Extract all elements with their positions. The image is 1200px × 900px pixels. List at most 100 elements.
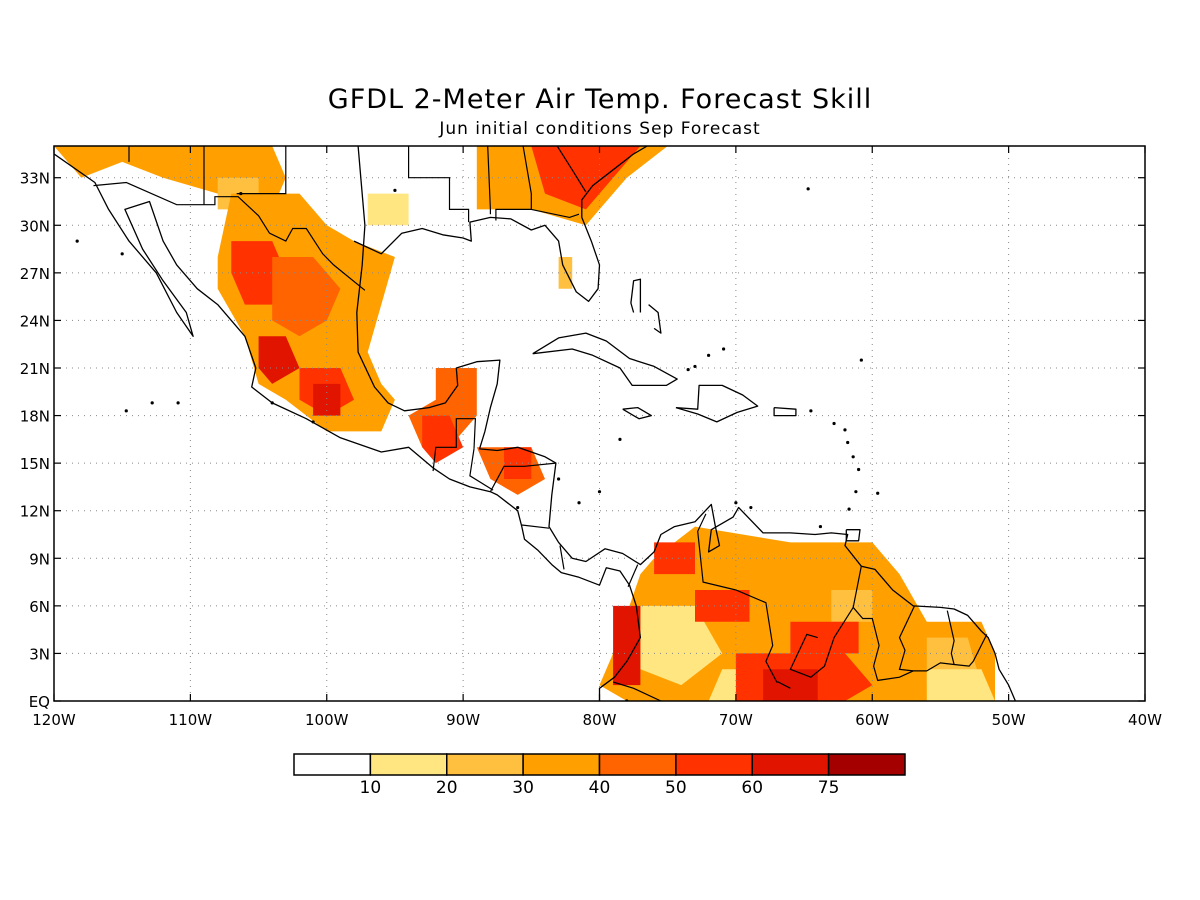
colorbar: 10 20 30 40 50 60 75 xyxy=(293,753,906,798)
latitude-axis: 33N 30N 27N 24N 21N 18N 15N 12N 9N 6N 3N EQ xyxy=(20,170,1145,711)
border-line xyxy=(612,681,664,701)
small-island xyxy=(809,409,813,413)
lat-tick-label: 15N xyxy=(20,455,50,473)
small-island xyxy=(818,524,823,529)
colorbar-label: 10 xyxy=(360,778,382,798)
colorbar-swatch xyxy=(446,753,524,776)
small-island xyxy=(124,409,128,413)
small-island xyxy=(859,358,863,362)
small-island xyxy=(847,507,851,511)
coastline xyxy=(648,304,662,334)
border-line xyxy=(236,146,287,195)
coastline xyxy=(54,153,642,701)
lat-tick-label: 24N xyxy=(20,312,50,330)
small-island xyxy=(734,501,738,505)
coastline xyxy=(675,384,759,423)
lon-tick-label: 90W xyxy=(446,711,480,729)
colorbar-label: 60 xyxy=(741,778,763,798)
small-island xyxy=(270,401,274,405)
border-line xyxy=(93,181,366,291)
coastline xyxy=(532,332,678,387)
skill-region-26 xyxy=(763,669,818,701)
skill-region-11 xyxy=(504,447,532,479)
small-island xyxy=(707,353,711,357)
small-island xyxy=(843,428,847,432)
lon-tick-label: 100W xyxy=(305,711,349,729)
lat-tick-label: 6N xyxy=(29,598,50,616)
colorbar-swatch xyxy=(369,753,448,776)
small-island xyxy=(876,491,880,495)
skill-region-21 xyxy=(831,590,873,622)
skill-region-22 xyxy=(613,605,641,686)
coastlines xyxy=(54,146,1016,701)
colorbar-label: 75 xyxy=(818,778,840,798)
border-line xyxy=(432,418,477,472)
border-line xyxy=(954,634,988,667)
border-line xyxy=(946,610,955,665)
lat-tick-label: 30N xyxy=(20,217,50,235)
small-island xyxy=(851,455,855,459)
colorbar-label: 20 xyxy=(436,778,458,798)
small-island xyxy=(749,505,753,510)
political-borders xyxy=(93,146,988,701)
colorbar-swatch xyxy=(598,753,677,776)
small-island xyxy=(806,187,810,191)
colorbar-swatch xyxy=(675,753,753,776)
small-island xyxy=(75,239,79,243)
small-island xyxy=(832,421,836,426)
small-island xyxy=(722,347,726,351)
lon-tick-label: 120W xyxy=(32,711,76,729)
small-island xyxy=(311,420,315,424)
small-island xyxy=(393,188,397,192)
coastline xyxy=(630,278,642,313)
small-island xyxy=(120,252,124,256)
lat-tick-label: 3N xyxy=(29,645,50,663)
skill-region-5 xyxy=(258,336,300,384)
skill-region-14 xyxy=(558,257,573,289)
skill-region-4 xyxy=(272,257,341,337)
border-line xyxy=(697,513,791,689)
lat-tick-label: EQ xyxy=(29,693,50,711)
border-line xyxy=(852,566,955,682)
longitude-axis: 120W 110W 100W 90W 80W 70W 60W 50W 40W xyxy=(32,146,1162,729)
coastline xyxy=(356,146,1016,701)
border-line xyxy=(489,462,556,492)
small-island xyxy=(857,467,861,472)
colorbar-swatch xyxy=(522,753,601,776)
lat-tick-label: 9N xyxy=(29,550,50,568)
small-island xyxy=(618,437,622,441)
lon-tick-label: 40W xyxy=(1128,711,1162,729)
lon-tick-label: 70W xyxy=(719,711,753,729)
lon-tick-label: 110W xyxy=(169,711,213,729)
skill-region-13 xyxy=(531,146,641,210)
coastline xyxy=(353,146,648,303)
colorbar-swatch xyxy=(827,753,906,776)
lat-tick-label: 27N xyxy=(20,265,50,283)
skill-region-7 xyxy=(313,383,341,416)
coastline xyxy=(845,529,861,542)
lat-tick-label: 21N xyxy=(20,360,50,378)
skill-shading xyxy=(54,146,995,701)
border-line xyxy=(521,524,550,529)
small-island xyxy=(693,364,697,369)
border-line xyxy=(898,605,916,672)
lat-tick-label: 33N xyxy=(20,170,50,188)
skill-region-9 xyxy=(422,415,464,464)
lat-tick-label: 18N xyxy=(20,408,50,426)
map-title: GFDL 2-Meter Air Temp. Forecast Skill xyxy=(327,84,873,115)
small-island xyxy=(577,501,581,505)
lat-tick-label: 12N xyxy=(20,503,50,521)
map-subtitle: Jun initial conditions Sep Forecast xyxy=(439,119,761,139)
lon-tick-label: 80W xyxy=(583,711,617,729)
colorbar-swatch xyxy=(293,753,372,776)
small-island xyxy=(846,440,850,445)
small-island xyxy=(597,490,602,494)
border-line xyxy=(559,545,565,570)
skill-region-17 xyxy=(640,605,723,686)
border-line xyxy=(408,146,470,223)
skill-region-15 xyxy=(367,193,409,226)
small-island xyxy=(686,367,690,372)
lon-tick-label: 60W xyxy=(855,711,889,729)
dotted-grid xyxy=(54,146,1145,701)
